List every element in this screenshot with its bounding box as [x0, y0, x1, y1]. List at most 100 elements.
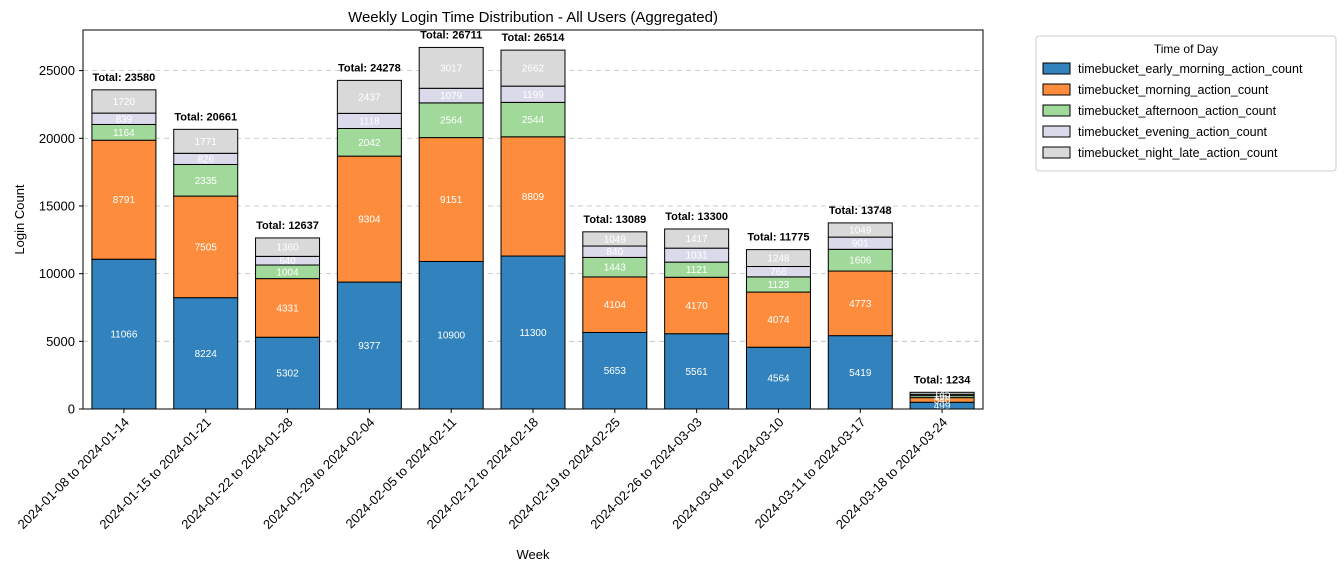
legend-swatch: [1042, 125, 1071, 138]
bar-segment: [336, 127, 402, 157]
y-tick-label: 5000: [46, 334, 75, 349]
bar-total-label: Total: 13089: [583, 214, 646, 226]
bar-segment: [500, 101, 566, 138]
segment-value-label: 5653: [604, 366, 627, 377]
y-tick-label: 10000: [39, 266, 75, 281]
legend-entry-label: timebucket_night_late_action_count: [1078, 146, 1278, 160]
y-tick-label: 0: [68, 402, 75, 417]
bar-total-label: Total: 24278: [338, 62, 401, 74]
bar-segment: [745, 291, 811, 348]
segment-value-label: 826: [197, 154, 214, 165]
segment-value-label: 1164: [113, 128, 135, 139]
segment-value-label: 340: [934, 395, 951, 406]
segment-value-label: 2662: [522, 64, 545, 75]
segment-value-label: 5419: [849, 368, 872, 379]
chart-title: Weekly Login Time Distribution - All Use…: [348, 9, 718, 26]
legend-entry-label: timebucket_afternoon_action_count: [1078, 104, 1277, 118]
legend-title: Time of Day: [1154, 42, 1218, 56]
bar-segment: [418, 260, 484, 410]
segment-value-label: 8791: [113, 195, 136, 206]
segment-value-label: 1049: [849, 226, 872, 237]
y-tick-label: 25000: [39, 63, 75, 78]
segment-value-label: 1121: [686, 265, 708, 276]
y-tick-label: 15000: [39, 198, 75, 213]
bar-segment: [745, 346, 811, 410]
bar-segment: [255, 278, 321, 338]
bar-total-label: Total: 13748: [829, 205, 892, 217]
legend-entry-label: timebucket_evening_action_count: [1078, 125, 1268, 139]
segment-value-label: 766: [770, 267, 787, 278]
segment-value-label: 3017: [440, 63, 463, 74]
segment-value-label: 150: [934, 392, 951, 403]
legend-entry-label: timebucket_morning_action_count: [1078, 83, 1269, 97]
segment-value-label: 2437: [358, 92, 381, 103]
segment-value-label: 4773: [849, 299, 872, 310]
segment-value-label: 9151: [440, 195, 463, 206]
bar-segment: [173, 128, 239, 154]
segment-value-label: 11300: [519, 328, 547, 339]
segment-value-label: 4074: [767, 315, 790, 326]
x-axis-label: Week: [517, 547, 550, 562]
legend: Time of Day timebucket_early_morning_act…: [1035, 35, 1337, 172]
segment-value-label: 1606: [849, 256, 872, 267]
bar-segment: [500, 136, 566, 257]
segment-value-label: 4331: [276, 303, 299, 314]
bar-total-label: Total: 1234: [914, 374, 972, 386]
bar-segment: [255, 336, 321, 410]
segment-value-label: 9377: [358, 341, 381, 352]
bar-segment: [418, 46, 484, 89]
bar-segment: [664, 228, 730, 249]
bar-segment: [745, 249, 811, 268]
segment-value-label: 4170: [686, 301, 709, 312]
bar-segment: [91, 89, 157, 114]
segment-value-label: 1004: [276, 267, 299, 278]
y-tick-label: 20000: [39, 131, 75, 146]
segment-value-label: 1118: [359, 116, 380, 127]
segment-value-label: 2042: [358, 138, 381, 149]
segment-value-label: 1720: [113, 97, 136, 108]
bar-total-label: Total: 26711: [420, 29, 482, 41]
bar-segment: [500, 49, 566, 87]
segment-value-label: 5302: [276, 369, 299, 380]
y-axis-label: Login Count: [12, 184, 27, 254]
bar-segment: [336, 79, 402, 114]
segment-value-label: 1443: [604, 263, 627, 274]
bar-segment: [173, 297, 239, 410]
segment-value-label: 840: [606, 247, 623, 258]
legend-swatch: [1042, 83, 1071, 96]
segment-value-label: 10900: [437, 331, 465, 342]
bar-total-label: Total: 12637: [256, 220, 319, 232]
segment-value-label: 1199: [522, 90, 544, 101]
bar-segment: [91, 258, 157, 410]
bar-segment: [664, 333, 730, 410]
segment-value-label: 1248: [767, 254, 790, 265]
segment-value-label: 5561: [686, 367, 709, 378]
segment-value-label: 2544: [522, 115, 545, 126]
segment-value-label: 2564: [440, 116, 463, 127]
segment-value-label: 1031: [686, 251, 709, 262]
segment-value-label: 9304: [358, 215, 381, 226]
bar-segment: [336, 281, 402, 410]
bar-segment: [500, 255, 566, 410]
bar-total-label: Total: 11775: [747, 232, 809, 244]
segment-value-label: 1360: [276, 243, 299, 254]
legend-swatch: [1042, 104, 1071, 117]
segment-value-label: 4564: [767, 374, 790, 385]
segment-value-label: 7505: [195, 242, 218, 253]
bar-segment: [582, 331, 648, 410]
y-axis: 0 5000 10000 15000 20000 25000: [39, 63, 83, 417]
segment-value-label: 100: [934, 390, 951, 401]
segment-value-label: 11066: [110, 330, 138, 341]
segment-value-label: 8224: [195, 349, 218, 360]
bar-segment: [173, 163, 239, 197]
segment-value-label: 145: [934, 389, 951, 400]
segment-value-label: 901: [852, 239, 869, 250]
segment-value-label: 839: [116, 114, 133, 125]
segment-value-label: 4104: [604, 300, 627, 311]
bar-segment: [827, 270, 893, 337]
bar-segment: [909, 391, 975, 395]
bar-total-label: Total: 23580: [93, 72, 156, 84]
bar-segment: [255, 237, 321, 257]
segment-value-label: 640: [279, 256, 296, 267]
